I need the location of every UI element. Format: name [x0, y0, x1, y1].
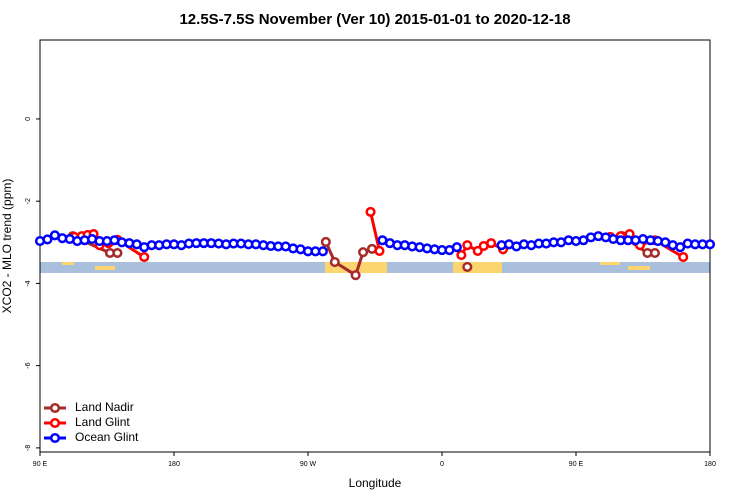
- data-point: [486, 238, 497, 249]
- land-band: [628, 266, 650, 270]
- legend-marker: [49, 417, 61, 429]
- y-tick-label: -8: [25, 445, 32, 451]
- legend-marker: [49, 402, 61, 414]
- data-point: [365, 206, 376, 217]
- y-tick-label: 0: [25, 117, 32, 121]
- map-strip: [40, 262, 710, 273]
- legend-marker: [49, 432, 61, 444]
- data-point: [472, 245, 483, 256]
- data-point: [675, 242, 686, 253]
- data-point: [112, 247, 123, 259]
- data-point: [374, 245, 385, 256]
- y-tick-label: -6: [25, 362, 32, 368]
- legend-label: Land Glint: [75, 415, 130, 429]
- series-line: [369, 211, 381, 252]
- x-axis-label: Longitude: [349, 476, 402, 490]
- x-tick-label: 90 W: [300, 461, 317, 468]
- data-point: [358, 247, 369, 258]
- x-tick-label: 90 E: [569, 461, 584, 468]
- data-point: [451, 242, 462, 253]
- land-band: [453, 262, 502, 273]
- data-point: [462, 261, 473, 273]
- land-band: [600, 262, 620, 265]
- legend-label: Ocean Glint: [75, 430, 139, 444]
- data-point: [42, 234, 53, 245]
- data-point: [317, 246, 328, 257]
- land-band: [62, 262, 74, 265]
- land-band: [95, 266, 115, 270]
- data-point: [678, 252, 689, 263]
- data-point: [456, 249, 467, 261]
- x-tick-label: 0: [440, 461, 444, 468]
- legend-label: Land Nadir: [75, 400, 134, 414]
- data-point: [329, 256, 340, 268]
- data-point: [704, 239, 716, 250]
- land-band: [325, 262, 387, 273]
- x-tick-label: 90 E: [33, 461, 48, 468]
- data-point: [649, 247, 660, 259]
- y-axis-label: XCO2 - MLO trend (ppm): [0, 179, 14, 314]
- data-point: [139, 252, 150, 263]
- data-point: [462, 240, 473, 251]
- x-tick-label: 180: [168, 461, 180, 468]
- data-point: [350, 270, 361, 281]
- y-tick-label: -2: [25, 198, 32, 204]
- data-point: [320, 236, 331, 247]
- x-tick-label: 180: [704, 461, 716, 468]
- chart-title: 12.5S-7.5S November (Ver 10) 2015-01-01 …: [179, 11, 570, 28]
- y-tick-label: -4: [25, 280, 32, 286]
